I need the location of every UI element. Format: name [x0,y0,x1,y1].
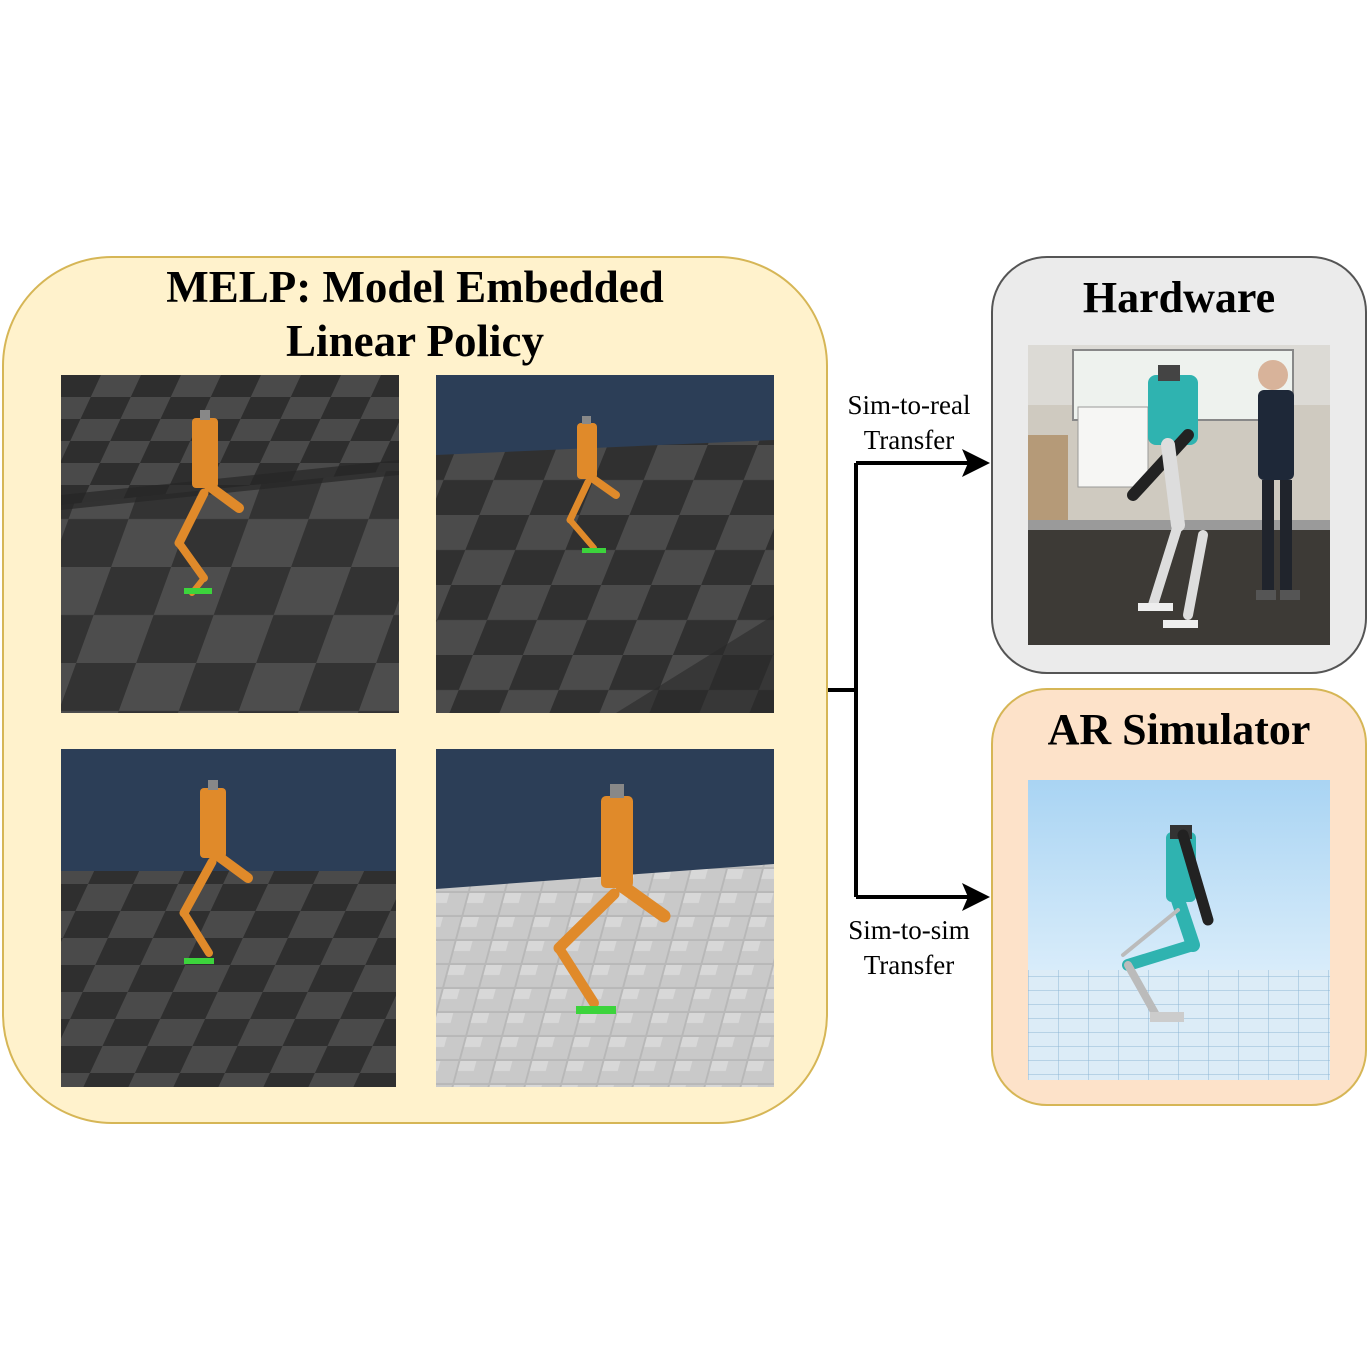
sim-frame-step-terrain [61,375,399,713]
sim-to-sim-label: Sim-to-sim Transfer [829,913,989,983]
connector-lines [828,461,968,899]
sim-frame-flat-terrain [61,749,396,1087]
melp-title: MELP: Model Embedded Linear Policy [4,260,826,368]
melp-title-line2: Linear Policy [286,316,544,366]
hardware-title: Hardware [1082,273,1276,322]
ar-robot [1121,825,1214,1022]
ar-simulator-panel: AR Simulator [991,688,1367,1106]
ar-simulator-title: AR Simulator [1047,705,1311,754]
hardware-panel: Hardware [991,256,1367,674]
hardware-photo [1028,345,1330,645]
person [1256,360,1300,600]
sim-robot-2 [566,416,620,553]
sim-to-real-line2: Transfer [863,425,955,455]
sim-robot-4 [553,784,671,1014]
ar-simulator-render [1028,780,1330,1080]
sim-robot-3 [179,780,253,964]
sim-robots [174,410,671,1014]
sim-frame-slope-terrain [436,375,774,713]
sim-to-real-label: Sim-to-real Transfer [829,388,989,458]
arrow-to-ar-simulator [962,883,990,911]
sim-to-real-line1: Sim-to-real [847,390,971,420]
melp-panel: MELP: Model Embedded Linear Policy [2,256,828,1124]
sim-robot-1 [174,410,244,596]
melp-title-line1: MELP: Model Embedded [166,262,664,312]
sim-to-sim-line1: Sim-to-sim [848,915,970,945]
sim-to-sim-line2: Transfer [863,950,955,980]
hardware-robot [1127,365,1208,628]
